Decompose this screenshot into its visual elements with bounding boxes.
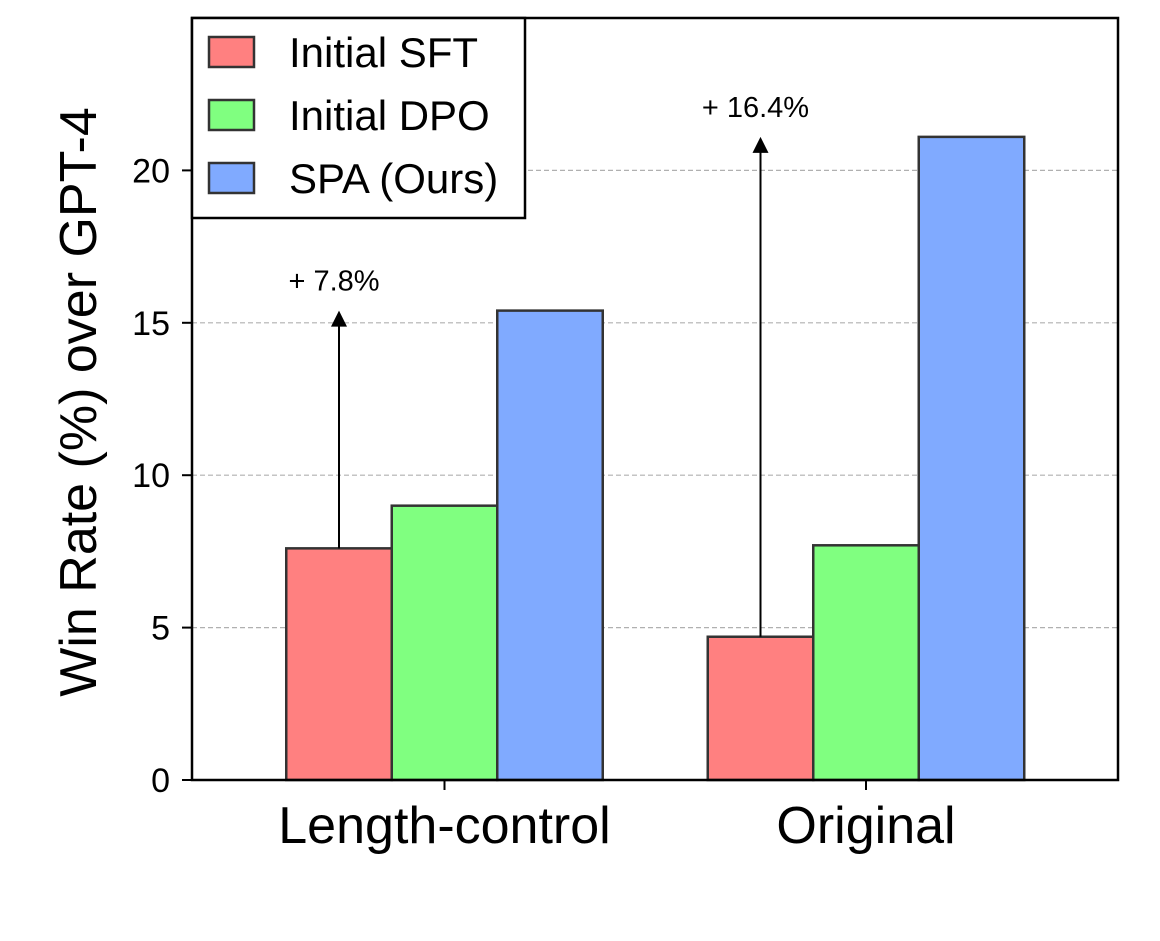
legend-label: SPA (Ours) (289, 155, 498, 202)
legend-swatch (207, 35, 256, 69)
bar-initial-sft-original (706, 635, 815, 782)
legend-swatch (207, 161, 256, 195)
bars (285, 135, 1026, 782)
annotation-label: + 7.8% (288, 266, 379, 298)
x-tick-label: Length-control (278, 797, 610, 855)
y-tick-label: 15 (132, 305, 170, 343)
legend-swatch (207, 98, 256, 132)
y-tick-label: 0 (151, 762, 170, 800)
y-tick-label: 5 (151, 610, 170, 648)
y-axis-label: Win Rate (%) over GPT-4 (50, 107, 108, 696)
bar-initial-sft-length-control (285, 547, 393, 782)
bar-spa-ours-length-control (496, 309, 604, 782)
y-tick-label: 10 (132, 457, 170, 495)
annotation-label: + 16.4% (702, 92, 809, 124)
annotation-arrow-head (331, 310, 347, 327)
annotation-arrow-head (752, 136, 769, 153)
plot-frame (190, 16, 1120, 782)
legend-label: Initial DPO (289, 92, 490, 139)
legend: Initial SFT Initial DPO SPA (Ours) (190, 16, 527, 220)
x-tick-label: Original (776, 797, 955, 855)
legend-label: Initial SFT (289, 29, 478, 76)
bar-initial-dpo-original (812, 544, 920, 782)
annotations: + 7.8% + 16.4% (288, 92, 809, 637)
axes: 0 5 10 15 20 Length-control Original (132, 16, 1120, 855)
bar-initial-dpo-length-control (390, 504, 499, 782)
y-tick-label: 20 (132, 152, 170, 190)
bar-spa-ours-original (917, 135, 1026, 782)
